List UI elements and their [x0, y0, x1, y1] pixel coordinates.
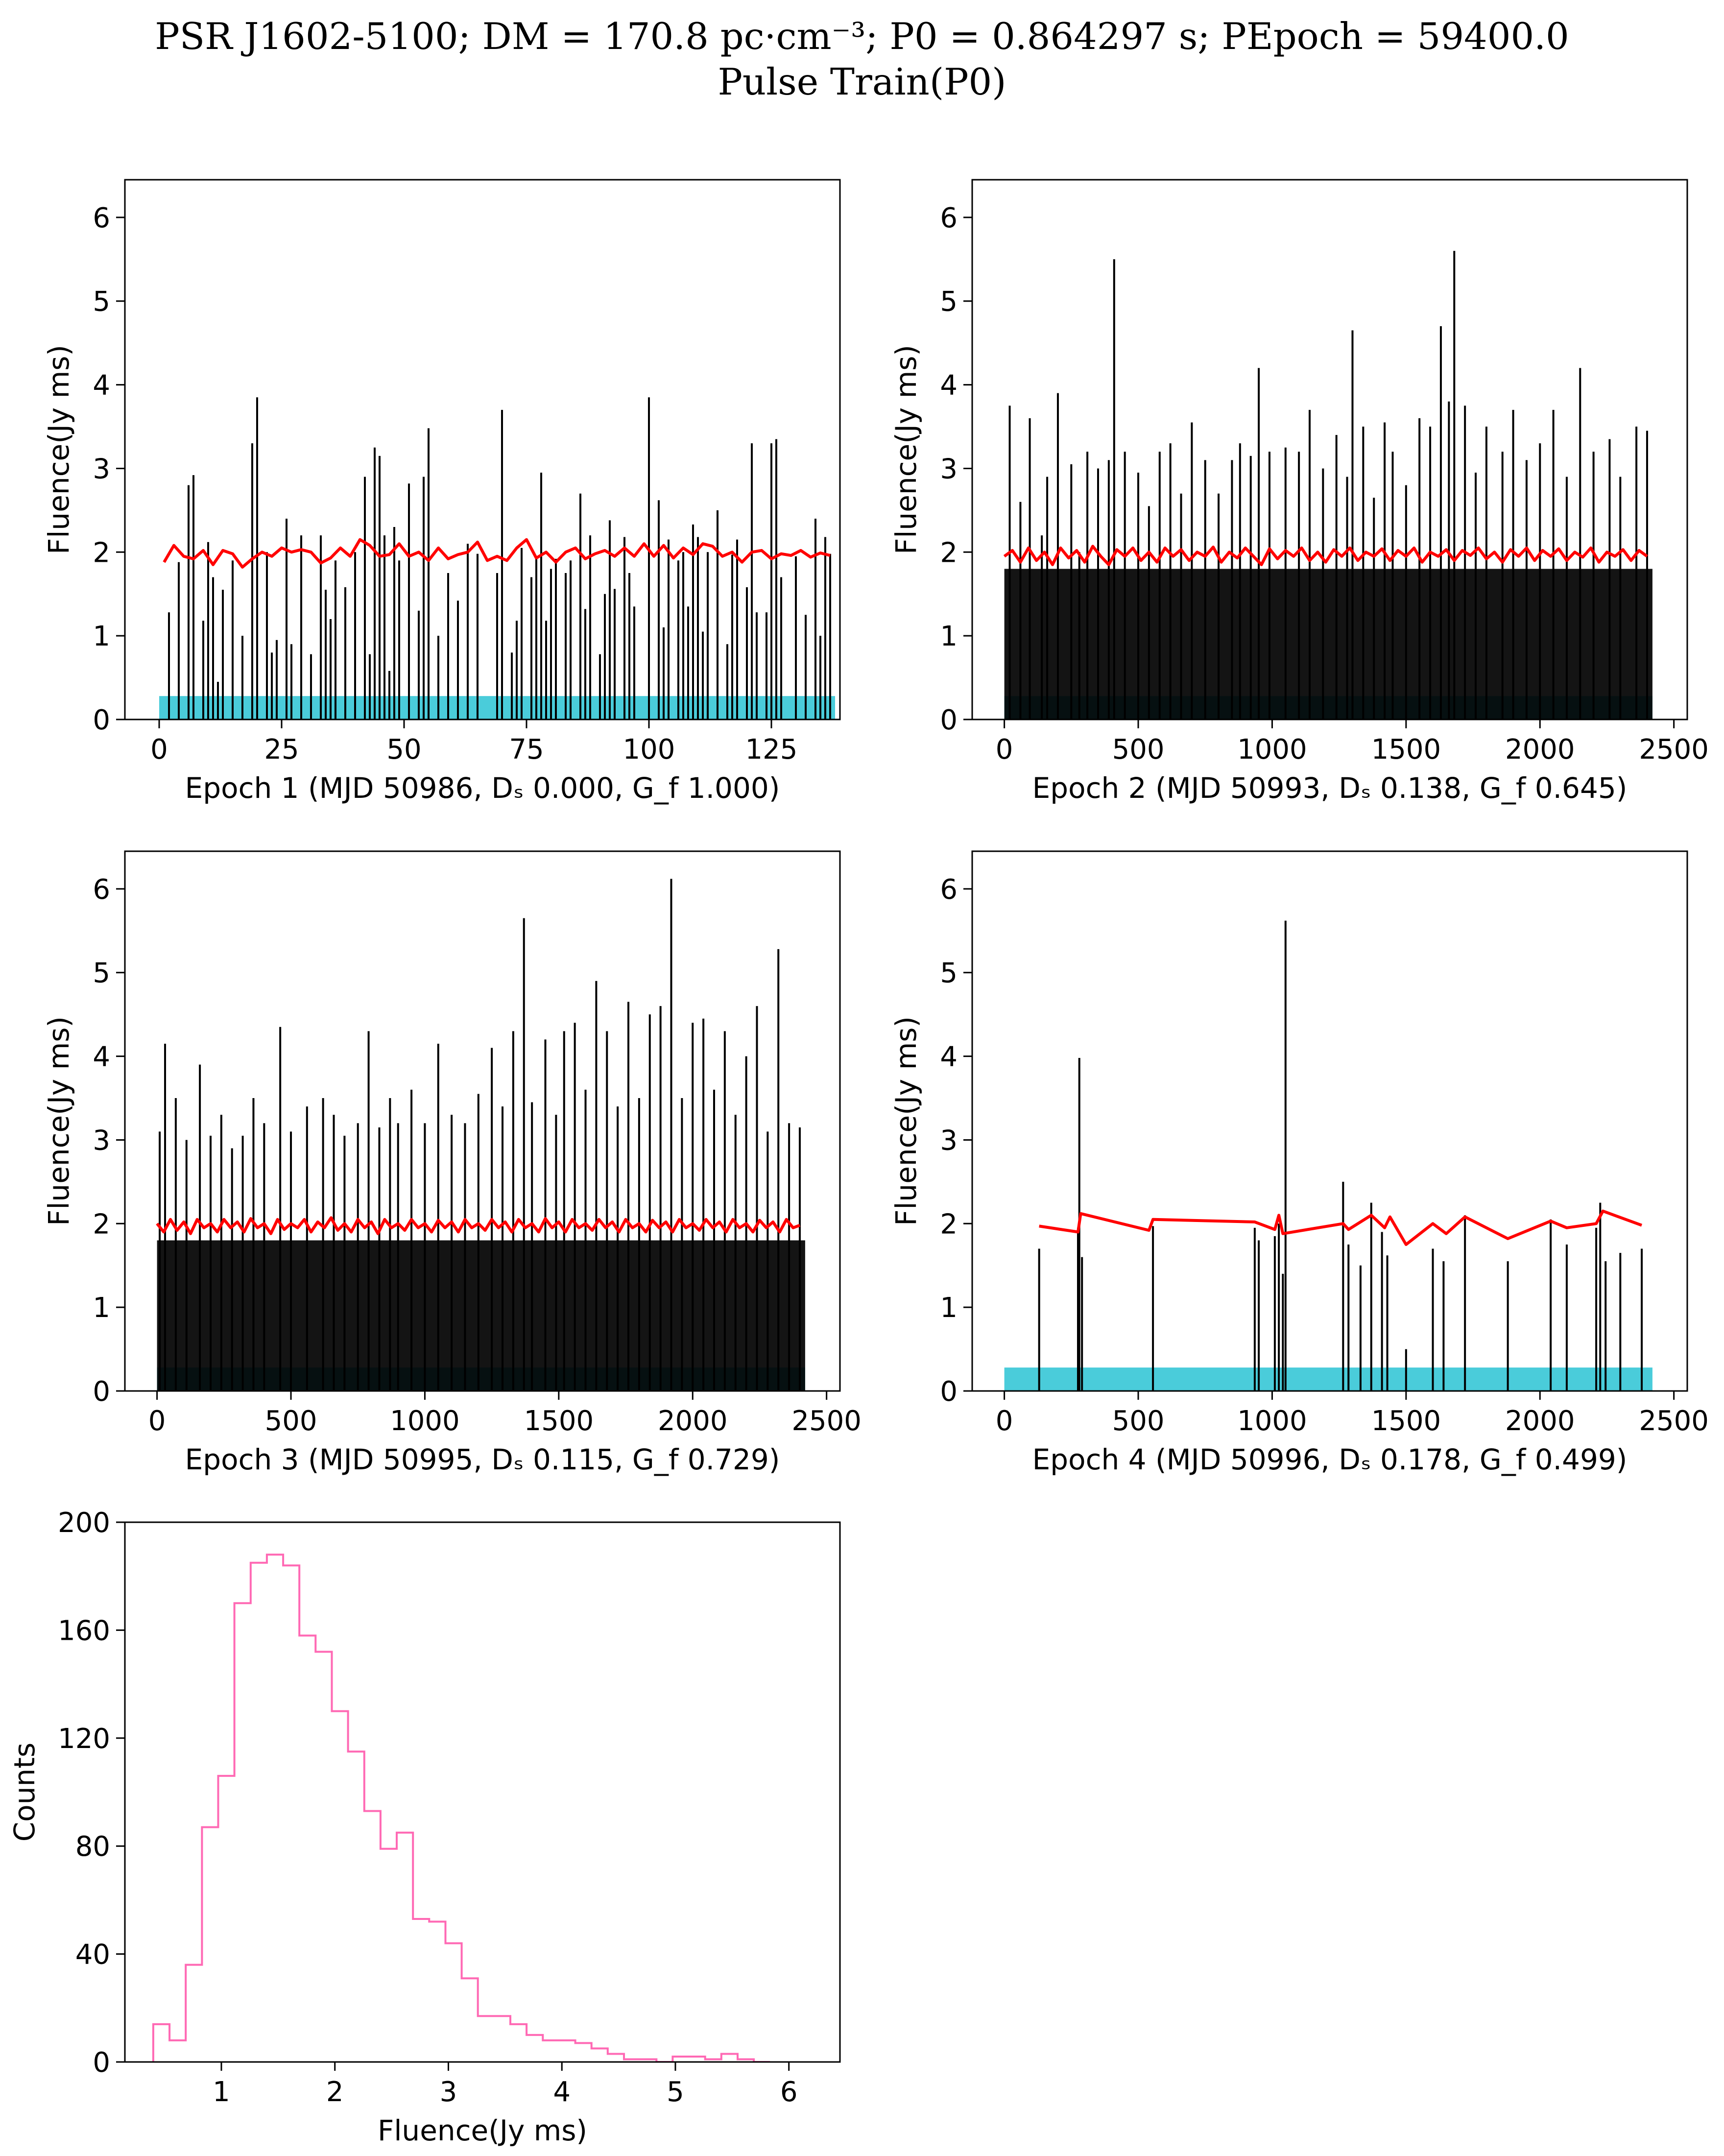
epoch2-ytick-label: 6: [940, 202, 958, 234]
epoch4-ytick-label: 4: [940, 1041, 958, 1073]
epoch1-xaxis-label: Epoch 1 (MJD 50986, Dₛ 0.000, G_f 1.000): [185, 771, 780, 805]
histogram-step-line: [152, 1554, 770, 2062]
epoch4-pulse-train-panel: 0 500 1000 1500 2000 2500 0 1 2 3 4 5 6 Epoch 4 (MJD …: [889, 850, 1709, 1476]
epoch4-baseline-band: [1004, 1367, 1652, 1391]
hist-axes-frame: [124, 1521, 841, 2063]
epoch2-plot-area: [1003, 251, 1652, 719]
epoch4-mean-line: [1039, 1209, 1643, 1246]
hist-xtick-label: 3: [440, 2076, 457, 2108]
fluence-histogram-panel: 1 2 3 4 5 6 0 40 80 120 160 200 Fluence(Jy ms) Counts: [8, 1507, 841, 2147]
epoch2-yaxis-label: Fluence(Jy ms): [889, 345, 923, 554]
epoch4-ytick-label: 3: [940, 1125, 958, 1156]
hist-xtick-label: 5: [667, 2076, 684, 2108]
epoch1-ytick-label: 1: [93, 621, 110, 652]
epoch2-ytick-label: 1: [940, 621, 958, 652]
epoch2-ytick-label: 4: [940, 370, 958, 402]
epoch1-ytick-label: 4: [93, 370, 110, 402]
epoch3-xtick-label: 1500: [524, 1405, 594, 1437]
epoch3-ytick-label: 4: [93, 1041, 110, 1073]
epoch4-ytick-label: 6: [940, 874, 958, 906]
epoch2-mean-line: [1003, 545, 1648, 566]
epoch4-xtick-label: 0: [996, 1405, 1013, 1437]
hist-ytick-label: 200: [58, 1507, 110, 1539]
epoch2-ytick-label: 0: [940, 704, 958, 736]
epoch4-xtick-label: 1500: [1371, 1405, 1441, 1437]
epoch3-xtick-label: 500: [265, 1405, 317, 1437]
epoch1-mean-line: [163, 538, 831, 569]
epoch3-ytick-label: 3: [93, 1125, 110, 1156]
epoch3-yaxis-label: Fluence(Jy ms): [42, 1016, 75, 1226]
epoch4-ytick-label: 0: [940, 1376, 958, 1408]
epoch3-xtick-label: 1000: [390, 1405, 460, 1437]
epoch2-ytick-label: 2: [940, 537, 958, 569]
epoch4-plot-area: [1004, 920, 1652, 1391]
epoch2-dense-pulse-fill: [1004, 569, 1652, 719]
hist-ytick-label: 0: [93, 2047, 110, 2079]
epoch1-xtick-label: 100: [623, 734, 675, 766]
epoch2-pulse-train-panel: 0 500 1000 1500 2000 2500 0 1 2 3 4 5 6 Epoch 2 (MJD …: [889, 179, 1709, 805]
epoch2-xtick-label: 500: [1112, 734, 1165, 766]
epoch4-xaxis-label: Epoch 4 (MJD 50996, Dₛ 0.178, G_f 0.499): [1032, 1443, 1628, 1476]
epoch1-xtick-label: 0: [150, 734, 168, 766]
epoch2-ytick-label: 5: [940, 286, 958, 318]
epoch1-yaxis-label: Fluence(Jy ms): [42, 345, 75, 554]
epoch4-xtick-label: 1000: [1237, 1405, 1307, 1437]
epoch1-ytick-label: 3: [93, 453, 110, 485]
epoch1-axes-frame: [124, 179, 841, 720]
epoch1-pulse-train-panel: 0 25 50 75 100 125 0 1 2 3 4 5 6 Epoch 1 (MJD 50986, …: [42, 179, 841, 805]
hist-xtick-label: 4: [553, 2076, 571, 2108]
hist-ytick-label: 40: [75, 1939, 110, 1971]
hist-plot-area: [152, 1554, 770, 2062]
epoch1-plot-area: [159, 397, 835, 719]
hist-ytick-label: 120: [58, 1723, 110, 1755]
epoch1-xtick-label: 75: [509, 734, 544, 766]
epoch2-xaxis-label: Epoch 2 (MJD 50993, Dₛ 0.138, G_f 0.645): [1032, 771, 1628, 805]
epoch2-xtick-label: 2000: [1505, 734, 1575, 766]
epoch3-ytick-label: 1: [93, 1292, 110, 1324]
hist-ytick-label: 160: [58, 1615, 110, 1647]
epoch4-ytick-label: 2: [940, 1208, 958, 1240]
epoch1-xtick-label: 25: [264, 734, 299, 766]
epoch1-ytick-label: 2: [93, 537, 110, 569]
epoch4-xtick-label: 500: [1112, 1405, 1165, 1437]
epoch3-pulse-train-panel: 0 500 1000 1500 2000 2500 0 1 2 3 4 5 6 Epoch 3 (MJD …: [42, 850, 862, 1476]
epoch2-axes-frame: [971, 179, 1688, 720]
epoch4-xtick-label: 2000: [1505, 1405, 1575, 1437]
epoch3-mean-line: [156, 1216, 801, 1235]
epoch1-ytick-label: 0: [93, 704, 110, 736]
epoch3-ytick-label: 2: [93, 1208, 110, 1240]
epoch1-ytick-label: 5: [93, 286, 110, 318]
epoch4-xtick-label: 2500: [1639, 1405, 1709, 1437]
epoch3-plot-area: [156, 879, 805, 1391]
hist-xtick-label: 1: [213, 2076, 230, 2108]
epoch2-ytick-label: 3: [940, 453, 958, 485]
figure-title-line1: PSR J1602-5100; DM = 170.8 pc·cm⁻³; P0 =…: [155, 15, 1569, 58]
epoch4-ytick-label: 5: [940, 958, 958, 989]
epoch1-xtick-label: 50: [386, 734, 421, 766]
epoch3-ytick-label: 0: [93, 1376, 110, 1408]
epoch3-xaxis-label: Epoch 3 (MJD 50995, Dₛ 0.115, G_f 0.729): [185, 1443, 780, 1476]
hist-yaxis-label: Counts: [8, 1743, 41, 1842]
hist-xtick-label: 6: [780, 2076, 798, 2108]
epoch4-axes-frame: [971, 850, 1688, 1392]
epoch3-xtick-label: 2000: [658, 1405, 728, 1437]
epoch2-xtick-label: 1000: [1237, 734, 1307, 766]
hist-ytick-label: 80: [75, 1831, 110, 1863]
epoch3-xtick-label: 2500: [791, 1405, 862, 1437]
epoch3-ytick-label: 5: [93, 958, 110, 989]
epoch2-xtick-label: 0: [996, 734, 1013, 766]
epoch3-axes-frame: [124, 850, 841, 1392]
epoch2-xtick-label: 1500: [1371, 734, 1441, 766]
epoch4-yaxis-label: Fluence(Jy ms): [889, 1016, 923, 1226]
epoch3-ytick-label: 6: [93, 874, 110, 906]
epoch4-ytick-label: 1: [940, 1292, 958, 1324]
epoch1-ytick-label: 6: [93, 202, 110, 234]
figure-title-line2: Pulse Train(P0): [718, 60, 1006, 103]
hist-xaxis-label: Fluence(Jy ms): [378, 2114, 587, 2147]
epoch3-xtick-label: 0: [148, 1405, 166, 1437]
hist-xtick-label: 2: [326, 2076, 344, 2108]
epoch1-xtick-label: 125: [745, 734, 798, 766]
epoch2-xtick-label: 2500: [1639, 734, 1709, 766]
